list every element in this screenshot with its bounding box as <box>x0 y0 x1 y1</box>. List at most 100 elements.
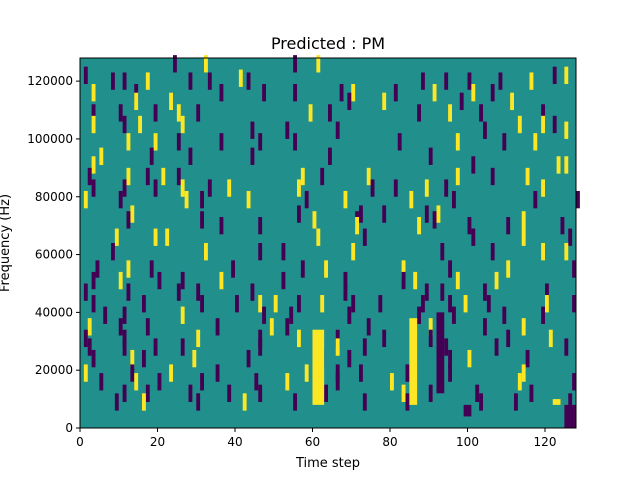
plot-frame <box>79 57 577 429</box>
heatmap-cell <box>440 243 445 261</box>
heatmap-cell <box>219 216 224 235</box>
y-tick-label: 120000 <box>27 74 73 88</box>
heatmap-cell <box>471 156 476 174</box>
y-axis-label: Frequency (Hz) <box>0 194 13 292</box>
heatmap-cell <box>564 121 569 139</box>
heatmap-cell <box>153 133 158 151</box>
heatmap-cell <box>362 393 367 411</box>
heatmap-cell <box>452 306 456 324</box>
heatmap-cell <box>118 190 123 209</box>
heatmap-cell <box>428 384 433 402</box>
heatmap-cell <box>91 84 96 102</box>
heatmap-cell <box>455 133 460 151</box>
heatmap-band <box>409 318 418 405</box>
heatmap-cell <box>335 373 340 391</box>
heatmap-cell <box>204 55 208 73</box>
heatmap-cell <box>393 84 398 102</box>
heatmap-cell <box>130 364 135 382</box>
heatmap-cell <box>564 66 569 85</box>
heatmap-cell <box>483 121 487 139</box>
heatmap-cell <box>455 271 460 290</box>
heatmap-cell <box>153 104 158 122</box>
heatmap-cell <box>149 260 154 278</box>
heatmap-cell <box>366 318 371 336</box>
heatmap-cell <box>293 55 297 73</box>
heatmap-cell <box>359 205 363 223</box>
heatmap-cell <box>517 373 522 391</box>
heatmap-cell <box>401 260 406 278</box>
heatmap-cell <box>122 306 127 324</box>
heatmap-cell <box>142 295 146 313</box>
heatmap-cell <box>300 260 305 278</box>
heatmap-cell <box>273 295 278 313</box>
heatmap-cell <box>176 104 181 122</box>
heatmap-cell <box>417 104 421 122</box>
heatmap-cell <box>397 133 402 151</box>
heatmap-cell <box>192 349 197 368</box>
heatmap-cell <box>227 384 232 402</box>
heatmap-cell <box>448 364 452 382</box>
heatmap-cell <box>122 115 127 134</box>
heatmap-cell <box>297 295 301 313</box>
heatmap-cell <box>506 260 511 278</box>
heatmap-cell <box>250 283 255 301</box>
heatmap-cell <box>490 167 495 186</box>
heatmap-cell <box>142 393 146 411</box>
heatmap-cell <box>149 147 154 165</box>
y-tick-label: 0 <box>65 421 73 435</box>
heatmap-cell <box>320 167 325 186</box>
heatmap-cell <box>114 393 119 411</box>
heatmap-cell <box>142 349 146 368</box>
heatmap-cell <box>521 228 526 246</box>
heatmap-cell <box>281 243 286 261</box>
heatmap-cell <box>145 167 150 186</box>
heatmap-cell <box>502 306 507 324</box>
heatmap-cell <box>196 104 201 122</box>
heatmap-cell <box>304 364 309 382</box>
heatmap-cell <box>490 243 495 261</box>
heatmap-cell <box>510 92 514 111</box>
heatmap-cell <box>444 338 449 356</box>
heatmap-band <box>552 399 561 405</box>
heatmap-cell <box>200 373 204 391</box>
heatmap-cell <box>560 216 565 235</box>
heatmap-cell <box>467 72 472 90</box>
heatmap-cell <box>285 318 290 336</box>
heatmap-cell <box>83 364 88 382</box>
x-tick-label: 80 <box>382 435 397 449</box>
heatmap-cell <box>545 283 549 301</box>
heatmap-cell <box>145 72 150 90</box>
heatmap-cell <box>281 271 286 290</box>
y-tick-label: 80000 <box>35 190 73 204</box>
heatmap-cell <box>548 329 553 348</box>
heatmap-cell <box>347 349 352 368</box>
heatmap-cell <box>157 271 162 290</box>
heatmap-cell <box>126 167 131 186</box>
heatmap-cell <box>335 338 340 356</box>
heatmap-cell <box>231 260 235 278</box>
heatmap-cell <box>401 271 406 290</box>
heatmap-cell <box>463 295 468 313</box>
heatmap-cell <box>339 84 344 102</box>
heatmap-cell <box>541 104 545 122</box>
y-tick-label: 60000 <box>35 248 73 262</box>
heatmap-cell <box>250 147 255 165</box>
heatmap-cell <box>324 384 328 402</box>
heatmap-cell <box>246 349 251 368</box>
heatmap-cell <box>568 393 573 411</box>
heatmap-cell <box>188 147 193 165</box>
heatmap-band <box>436 312 445 394</box>
heatmap-cell <box>521 318 526 336</box>
heatmap-cell <box>328 147 332 165</box>
x-axis: 0 20 40 60 80 100 120 <box>76 428 556 449</box>
heatmap-cell <box>196 329 201 348</box>
heatmap-cell <box>370 179 375 197</box>
heatmap-cell <box>494 271 499 290</box>
heatmap-cell <box>316 55 321 73</box>
heatmap-cell <box>122 179 127 197</box>
heatmap-cell <box>118 104 123 122</box>
heatmap-cell <box>351 84 356 102</box>
heatmap-cell <box>126 283 131 301</box>
heatmap-cell <box>564 338 569 356</box>
y-tick-label: 100000 <box>27 132 73 146</box>
